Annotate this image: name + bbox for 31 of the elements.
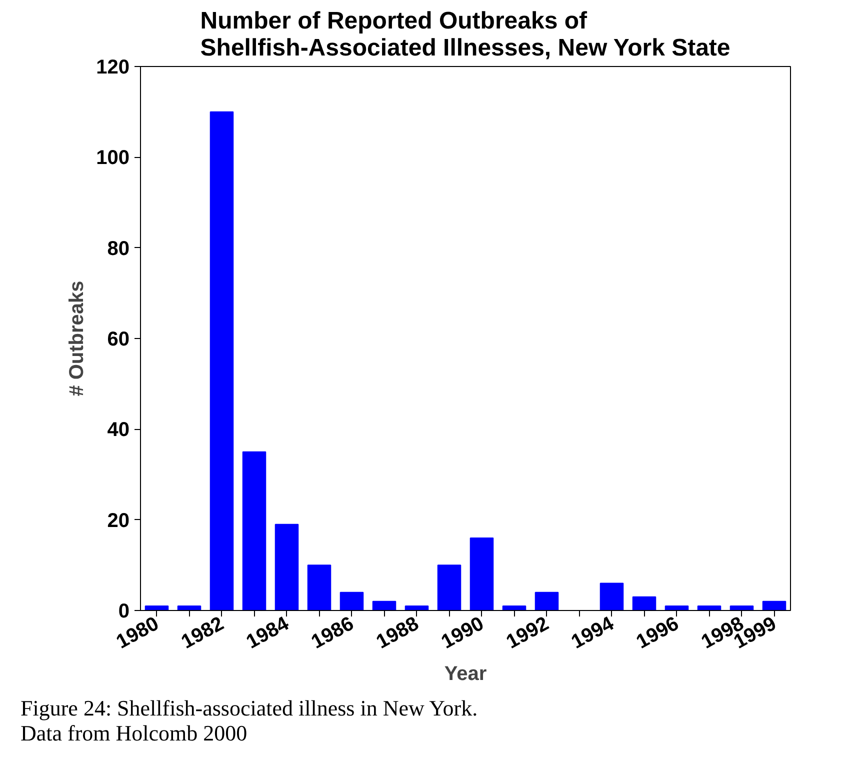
x-tick-label: 1982 bbox=[178, 612, 228, 654]
caption: Figure 24: Shellfish-associated illness in New York. Data from Holcomb 2000 bbox=[20, 696, 478, 746]
bar bbox=[534, 592, 559, 610]
y-tick-label: 40 bbox=[107, 419, 130, 442]
y-tick-label: 20 bbox=[107, 510, 130, 532]
bar bbox=[632, 596, 656, 610]
x-tick-label: 1986 bbox=[308, 612, 358, 654]
bar bbox=[372, 600, 396, 610]
x-axis-title: Year bbox=[444, 663, 487, 686]
x-tick-label: 1994 bbox=[568, 612, 618, 654]
y-tick-label: 100 bbox=[96, 147, 130, 170]
bar bbox=[470, 537, 494, 610]
bar bbox=[307, 564, 332, 610]
x-tick-label: 1992 bbox=[502, 612, 553, 654]
x-tick-label: 1984 bbox=[242, 612, 294, 654]
y-axis-title: # Outbreaks bbox=[66, 280, 88, 396]
y-tick-label: 120 bbox=[96, 56, 130, 78]
bar bbox=[242, 451, 266, 610]
bar bbox=[600, 582, 624, 610]
chart-title: Number of Reported Outbreaks of Shellfish-Associated Illnesses, New York State bbox=[200, 8, 730, 62]
bar bbox=[340, 592, 364, 610]
x-tick-label: 1988 bbox=[372, 612, 423, 654]
y-tick-label: 80 bbox=[107, 238, 130, 260]
bar bbox=[762, 600, 786, 610]
x-tick-label: 1996 bbox=[632, 612, 683, 654]
y-tick-label: 0 bbox=[118, 600, 130, 622]
x-tick-label: 1990 bbox=[438, 612, 488, 654]
bar bbox=[210, 111, 234, 610]
bar bbox=[437, 564, 462, 610]
bar bbox=[274, 524, 299, 610]
y-tick-label: 60 bbox=[107, 328, 130, 350]
